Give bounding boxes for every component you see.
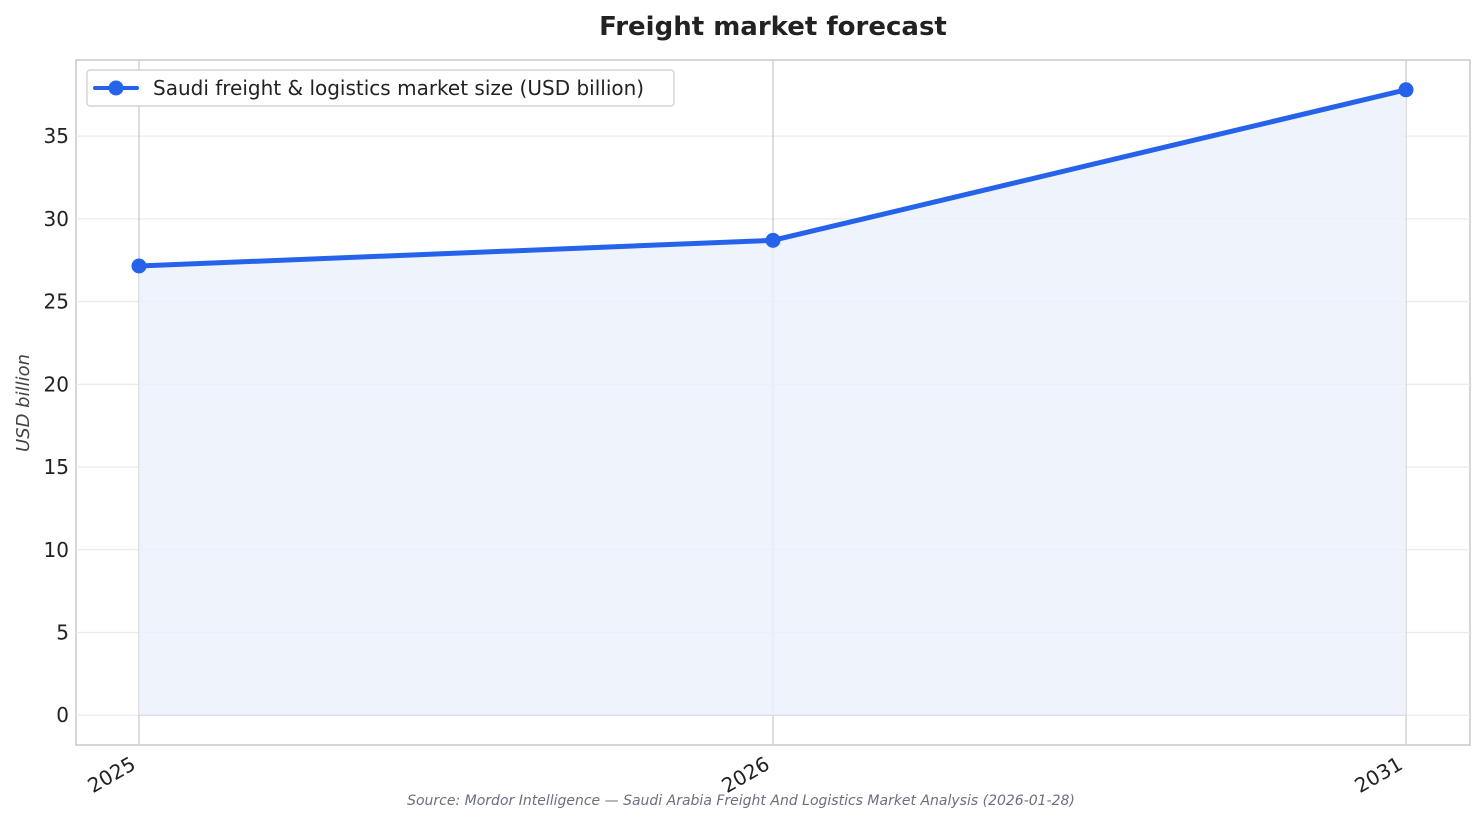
source-note: Source: Mordor Intelligence — Saudi Arab… xyxy=(407,793,1075,809)
data-point xyxy=(131,258,147,274)
legend: Saudi freight & logistics market size (U… xyxy=(86,69,675,107)
y-tick-label: 20 xyxy=(44,372,69,396)
legend-marker-swatch xyxy=(108,80,124,96)
y-tick-label: 5 xyxy=(56,620,69,644)
y-tick-labels: 0 5 10 15 20 25 30 35 xyxy=(44,124,69,727)
x-tick-label: 2025 xyxy=(83,752,139,798)
y-axis-label: USD billion xyxy=(13,354,34,452)
chart-title: Freight market forecast xyxy=(599,12,947,42)
y-tick-label: 0 xyxy=(56,703,69,727)
y-tick-label: 25 xyxy=(44,290,69,314)
data-point xyxy=(765,232,781,248)
data-points-layer xyxy=(131,82,1414,274)
area-fill-layer xyxy=(139,89,1406,716)
x-tick-label: 2031 xyxy=(1350,752,1406,798)
y-tick-label: 15 xyxy=(44,455,69,479)
series-area-fill xyxy=(139,89,1406,716)
legend-box xyxy=(86,69,675,107)
y-tick-label: 35 xyxy=(44,124,69,148)
legend-entry-label: Saudi freight & logistics market size (U… xyxy=(153,76,644,100)
x-tick-label: 2026 xyxy=(717,752,773,798)
data-point xyxy=(1398,82,1414,98)
x-tick-labels: 2025 2026 2031 xyxy=(83,752,1406,798)
y-tick-label: 10 xyxy=(44,538,69,562)
y-tick-label: 30 xyxy=(44,207,69,231)
